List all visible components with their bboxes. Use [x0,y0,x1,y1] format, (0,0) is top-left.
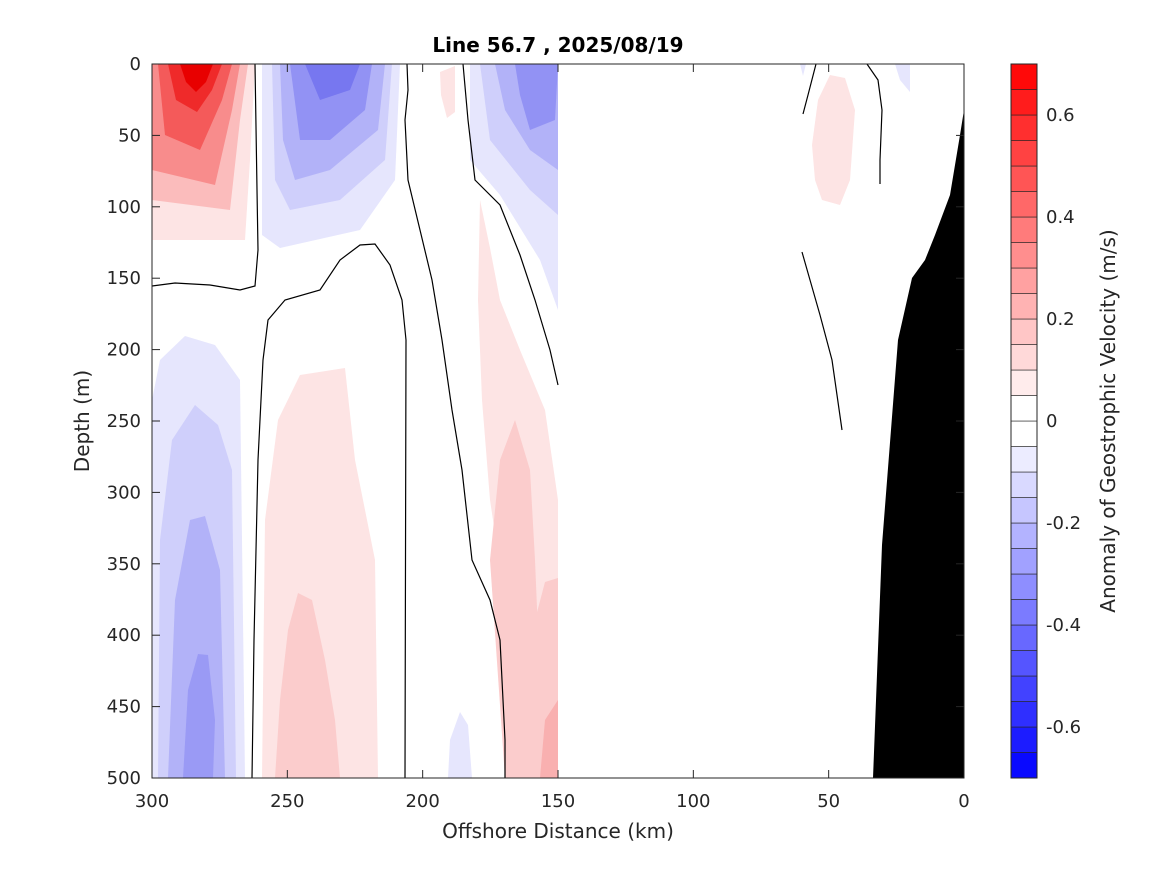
colorbar-label: Anomaly of Geostrophic Velocity (m/s) [1096,229,1120,612]
colorbar-segment [1010,675,1038,702]
negative-core-b-center [515,64,558,130]
coastal-positive-anomaly [812,75,855,205]
colorbar-ticks: 0.6 0.4 0.2 0 -0.2 -0.4 -0.6 [1046,105,1081,738]
positive-core-center [180,64,213,92]
zero-contour-3 [404,64,506,778]
deep-positive-east-center [540,700,558,778]
chart-title: Line 56.7 , 2025/08/19 [432,33,683,57]
colorbar [1010,63,1038,779]
contour-field [152,64,964,778]
colorbar-segment [1010,140,1038,167]
colorbar-tick-label: 0.4 [1046,207,1075,228]
deep-positive-east-upper [483,250,505,425]
colorbar-segment [1010,293,1038,320]
colorbar-segment [1010,624,1038,651]
y-tick-label: 300 [107,482,141,503]
deep-negative-spot-190 [448,712,472,778]
colorbar-tick-label: -0.2 [1046,513,1081,534]
x-tick-label: 50 [817,791,840,812]
colorbar-segment [1010,497,1038,524]
zero-contour-6 [866,64,883,184]
colorbar-segment [1010,63,1038,90]
colorbar-segment [1010,599,1038,626]
y-tick-label: 350 [107,554,141,575]
colorbar-segment [1010,446,1038,473]
coastal-negative-sliver-2 [800,64,806,76]
positive-spot-190 [440,66,455,118]
y-tick-label: 150 [107,268,141,289]
colorbar-tick-label: -0.4 [1046,615,1081,636]
y-tick-label: 100 [107,197,141,218]
colorbar-segment [1010,395,1038,422]
y-tick-label: 50 [118,125,141,146]
y-tick-label: 500 [107,768,141,789]
y-tick-label: 0 [130,54,141,75]
y-tick-label: 250 [107,411,141,432]
y-tick-label: 450 [107,697,141,718]
y-axis: 0 50 100 150 200 250 300 350 400 450 500 [107,54,964,789]
negative-core-a-center [305,64,360,100]
colorbar-tick-label: 0 [1046,411,1057,432]
colorbar-segment [1010,420,1038,447]
colorbar-segment [1010,191,1038,218]
deep-positive-l2 [275,593,340,778]
colorbar-tick-label: 0.6 [1046,105,1075,126]
colorbar-tick-label: -0.6 [1046,717,1081,738]
colorbar-segment [1010,573,1038,600]
colorbar-frame [1010,63,1038,779]
bathymetry-mask [873,110,964,778]
colorbar-segment [1010,471,1038,498]
colorbar-tick-label: 0.2 [1046,309,1075,330]
colorbar-segment [1010,216,1038,243]
colorbar-segment [1010,726,1038,753]
colorbar-segment [1010,701,1038,728]
colorbar-segment [1010,522,1038,549]
zero-contour-4 [462,64,559,386]
colorbar-segment [1010,344,1038,371]
colorbar-segment [1010,165,1038,192]
colorbar-segment [1010,369,1038,396]
colorbar-segment [1010,242,1038,269]
zero-contour-lines [152,64,883,778]
colorbar-segment [1010,114,1038,141]
x-tick-label: 150 [541,791,575,812]
y-axis-label: Depth (m) [70,370,94,472]
zero-contour-7 [801,251,843,431]
x-tick-label: 0 [958,791,969,812]
x-axis-label: Offshore Distance (km) [442,819,674,843]
zero-contour-1 [152,64,259,291]
deep-negative-center [183,654,215,778]
x-tick-label: 250 [270,791,304,812]
x-tick-label: 100 [676,791,710,812]
y-tick-label: 400 [107,625,141,646]
colorbar-segment [1010,318,1038,345]
x-axis: 300 250 200 150 100 50 0 [135,64,970,812]
colorbar-segment [1010,752,1038,779]
colorbar-segment [1010,650,1038,677]
x-tick-label: 300 [135,791,169,812]
colorbar-segment [1010,89,1038,116]
zero-contour-2 [251,243,407,778]
x-tick-label: 200 [405,791,439,812]
coastal-negative-sliver [895,64,910,92]
zero-contour-5 [802,64,817,115]
colorbar-segment [1010,267,1038,294]
y-tick-label: 200 [107,340,141,361]
colorbar-segment [1010,548,1038,575]
